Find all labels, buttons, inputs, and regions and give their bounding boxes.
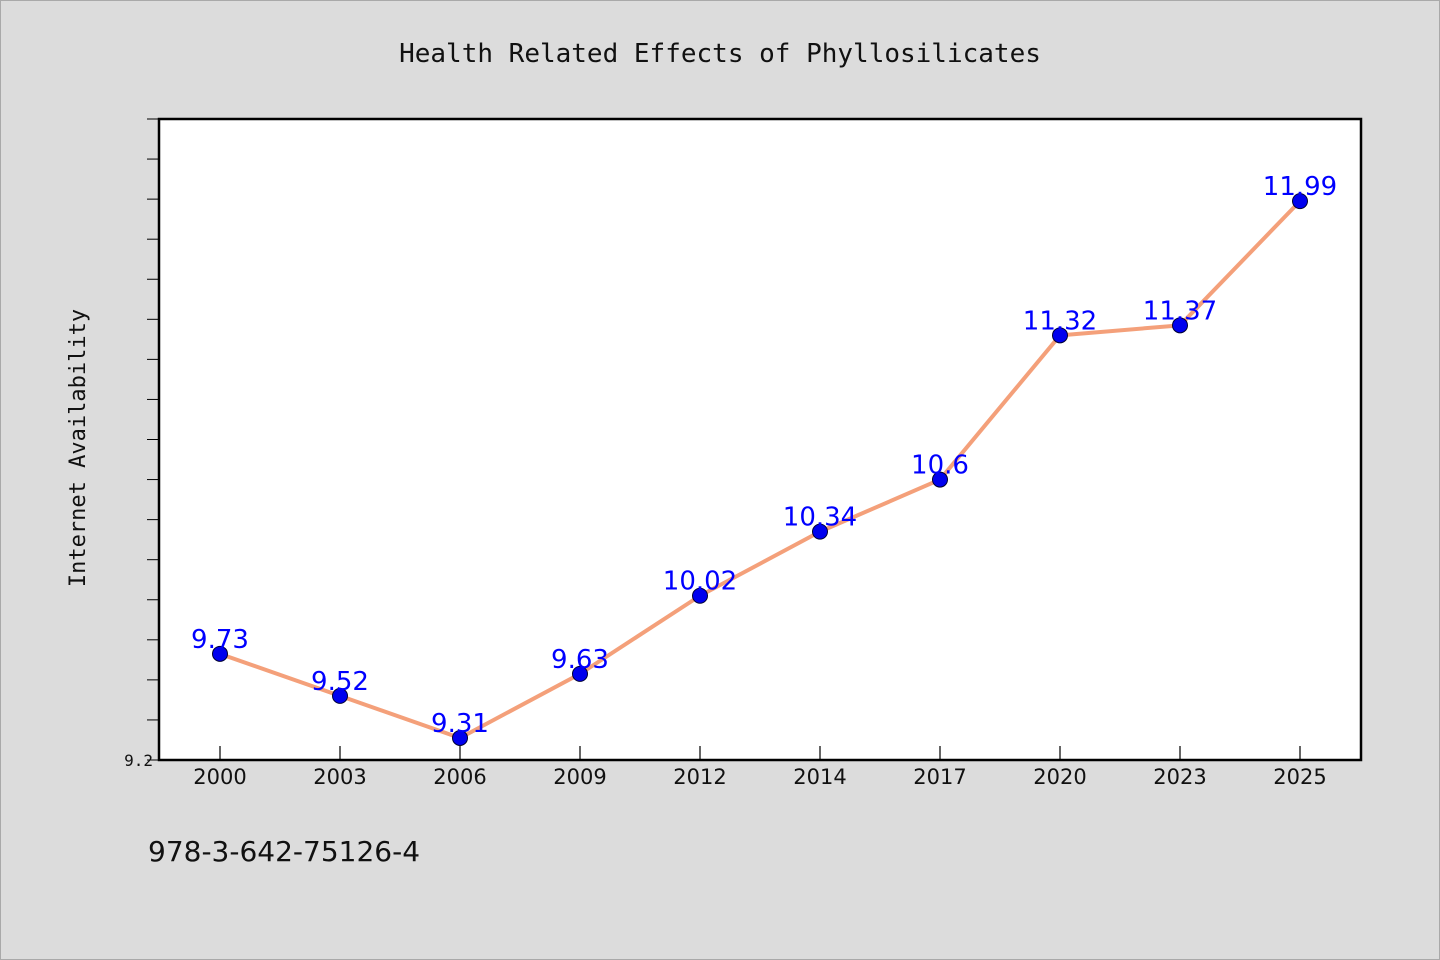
- plot-area: [157, 117, 1363, 762]
- data-label: 10.34: [783, 503, 857, 533]
- data-label: 11.32: [1023, 306, 1097, 336]
- chart-title: Health Related Effects of Phyllosilicate…: [399, 39, 1041, 69]
- series-line-segment: [338, 693, 462, 740]
- data-point: [932, 471, 948, 488]
- series-line-segment: [578, 593, 702, 676]
- data-point: [212, 645, 228, 662]
- data-label: 9.31: [431, 709, 489, 739]
- x-tick-label: 2000: [193, 765, 246, 789]
- data-point: [1052, 327, 1068, 344]
- x-tick-label: 2025: [1273, 765, 1326, 789]
- data-point: [332, 687, 348, 704]
- data-label: 9.73: [191, 625, 249, 655]
- series-line-segment: [458, 671, 582, 740]
- data-point: [572, 665, 588, 682]
- x-axis-tick-labels: 2000 2003 2006 2009 2012 2014 2017 2020 2023 2025: [193, 765, 1326, 789]
- x-tick-label: 2023: [1153, 765, 1206, 789]
- data-point: [692, 587, 708, 604]
- series-line-segment: [218, 651, 342, 698]
- data-label: 9.52: [311, 667, 369, 697]
- x-tick-label: 2020: [1033, 765, 1086, 789]
- series-line-segment: [938, 333, 1062, 482]
- footer-code: 978-3-642-75126-4: [148, 835, 421, 868]
- y-tick-label: 9.2: [124, 751, 153, 770]
- series-line-segment: [1058, 323, 1182, 338]
- data-markers: [212, 193, 1308, 746]
- y-axis-ticks: [147, 118, 159, 761]
- data-point: [812, 523, 828, 540]
- series-line-segment: [1178, 199, 1302, 328]
- data-point: [1292, 193, 1308, 210]
- series-line-segment: [818, 477, 942, 534]
- series-lines: [218, 199, 1302, 740]
- x-tick-label: 2017: [913, 765, 966, 789]
- data-label: 9.63: [551, 645, 609, 675]
- data-labels: 9.73 9.52 9.31 9.63 10.02 10.34 10.6 11.32 11.37…: [191, 172, 1337, 739]
- x-tick-label: 2003: [313, 765, 366, 789]
- data-label: 11.37: [1143, 296, 1217, 326]
- series-line-segment: [698, 529, 822, 598]
- data-label: 10.6: [911, 451, 969, 481]
- x-axis-ticks: [219, 746, 1301, 760]
- data-point: [452, 729, 468, 746]
- data-label: 11.99: [1263, 172, 1337, 202]
- x-tick-label: 2009: [553, 765, 606, 789]
- data-point: [1172, 317, 1188, 334]
- x-tick-label: 2012: [673, 765, 726, 789]
- x-tick-label: 2006: [433, 765, 486, 789]
- x-tick-label: 2014: [793, 765, 846, 789]
- y-axis-tick-labels: 9.2: [124, 751, 153, 770]
- y-axis-label: Internet Availability: [66, 309, 91, 587]
- data-label: 10.02: [663, 567, 737, 597]
